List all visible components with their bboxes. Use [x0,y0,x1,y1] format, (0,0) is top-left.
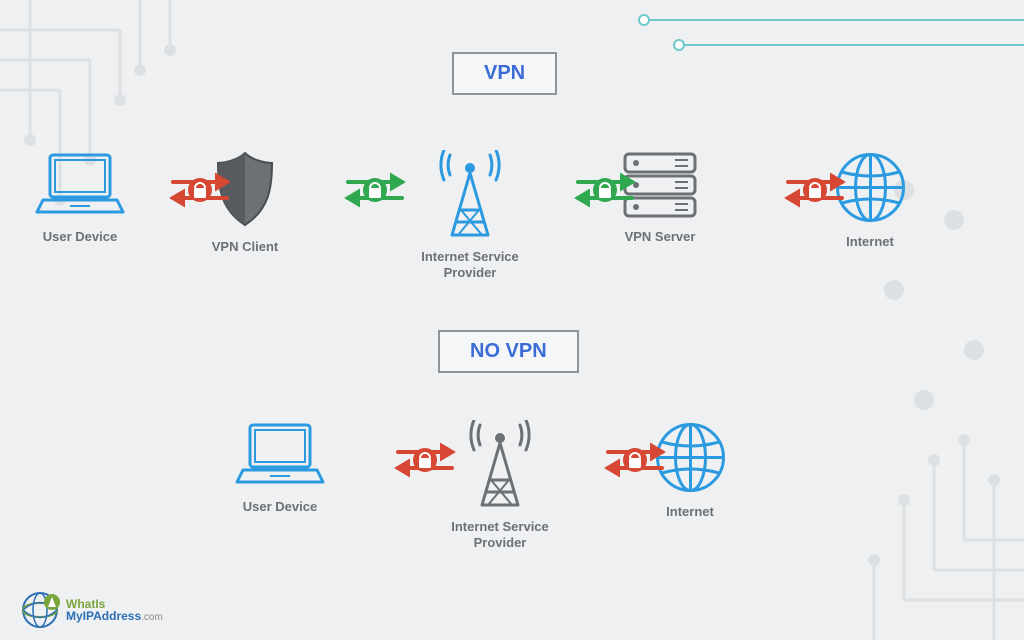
node-user: User Device [30,150,130,245]
circuit-decoration-right [624,0,1024,80]
globe-logo-icon [20,590,60,630]
laptop-icon [30,150,130,225]
connector-unlocked [380,440,470,485]
connector-locked [330,170,420,215]
connector-unlocked [590,440,680,485]
circuit-decoration-bottom [804,420,1024,640]
node-label-isp2: Internet ServiceProvider [450,519,550,550]
node-label-internet: Internet [820,234,920,250]
node-label-isp: Internet ServiceProvider [420,249,520,280]
node-user2: User Device [230,420,330,515]
brand-logo: WhatIs MyIPAddress.com [20,590,163,630]
connector-locked [560,170,650,215]
brand-text: WhatIs MyIPAddress.com [66,598,163,623]
title-novpn: NO VPN [438,330,579,373]
connector-unlocked [155,170,245,215]
title-vpn: VPN [452,52,557,95]
node-label-user2: User Device [230,499,330,515]
node-label-server: VPN Server [610,229,710,245]
node-label-internet2: Internet [640,504,740,520]
node-label-user: User Device [30,229,130,245]
brand-line2: MyIPAddress [66,609,141,623]
brand-suffix: .com [141,612,163,623]
laptop-icon [230,420,330,495]
node-label-client: VPN Client [195,239,295,255]
diagram-canvas: VPN NO VPN User Device VPN Client Internet… [0,0,1024,640]
tower-icon [420,150,520,245]
connector-unlocked [770,170,860,215]
title-vpn-text: VPN [484,62,525,84]
node-isp: Internet ServiceProvider [420,150,520,280]
title-novpn-text: NO VPN [470,340,547,362]
